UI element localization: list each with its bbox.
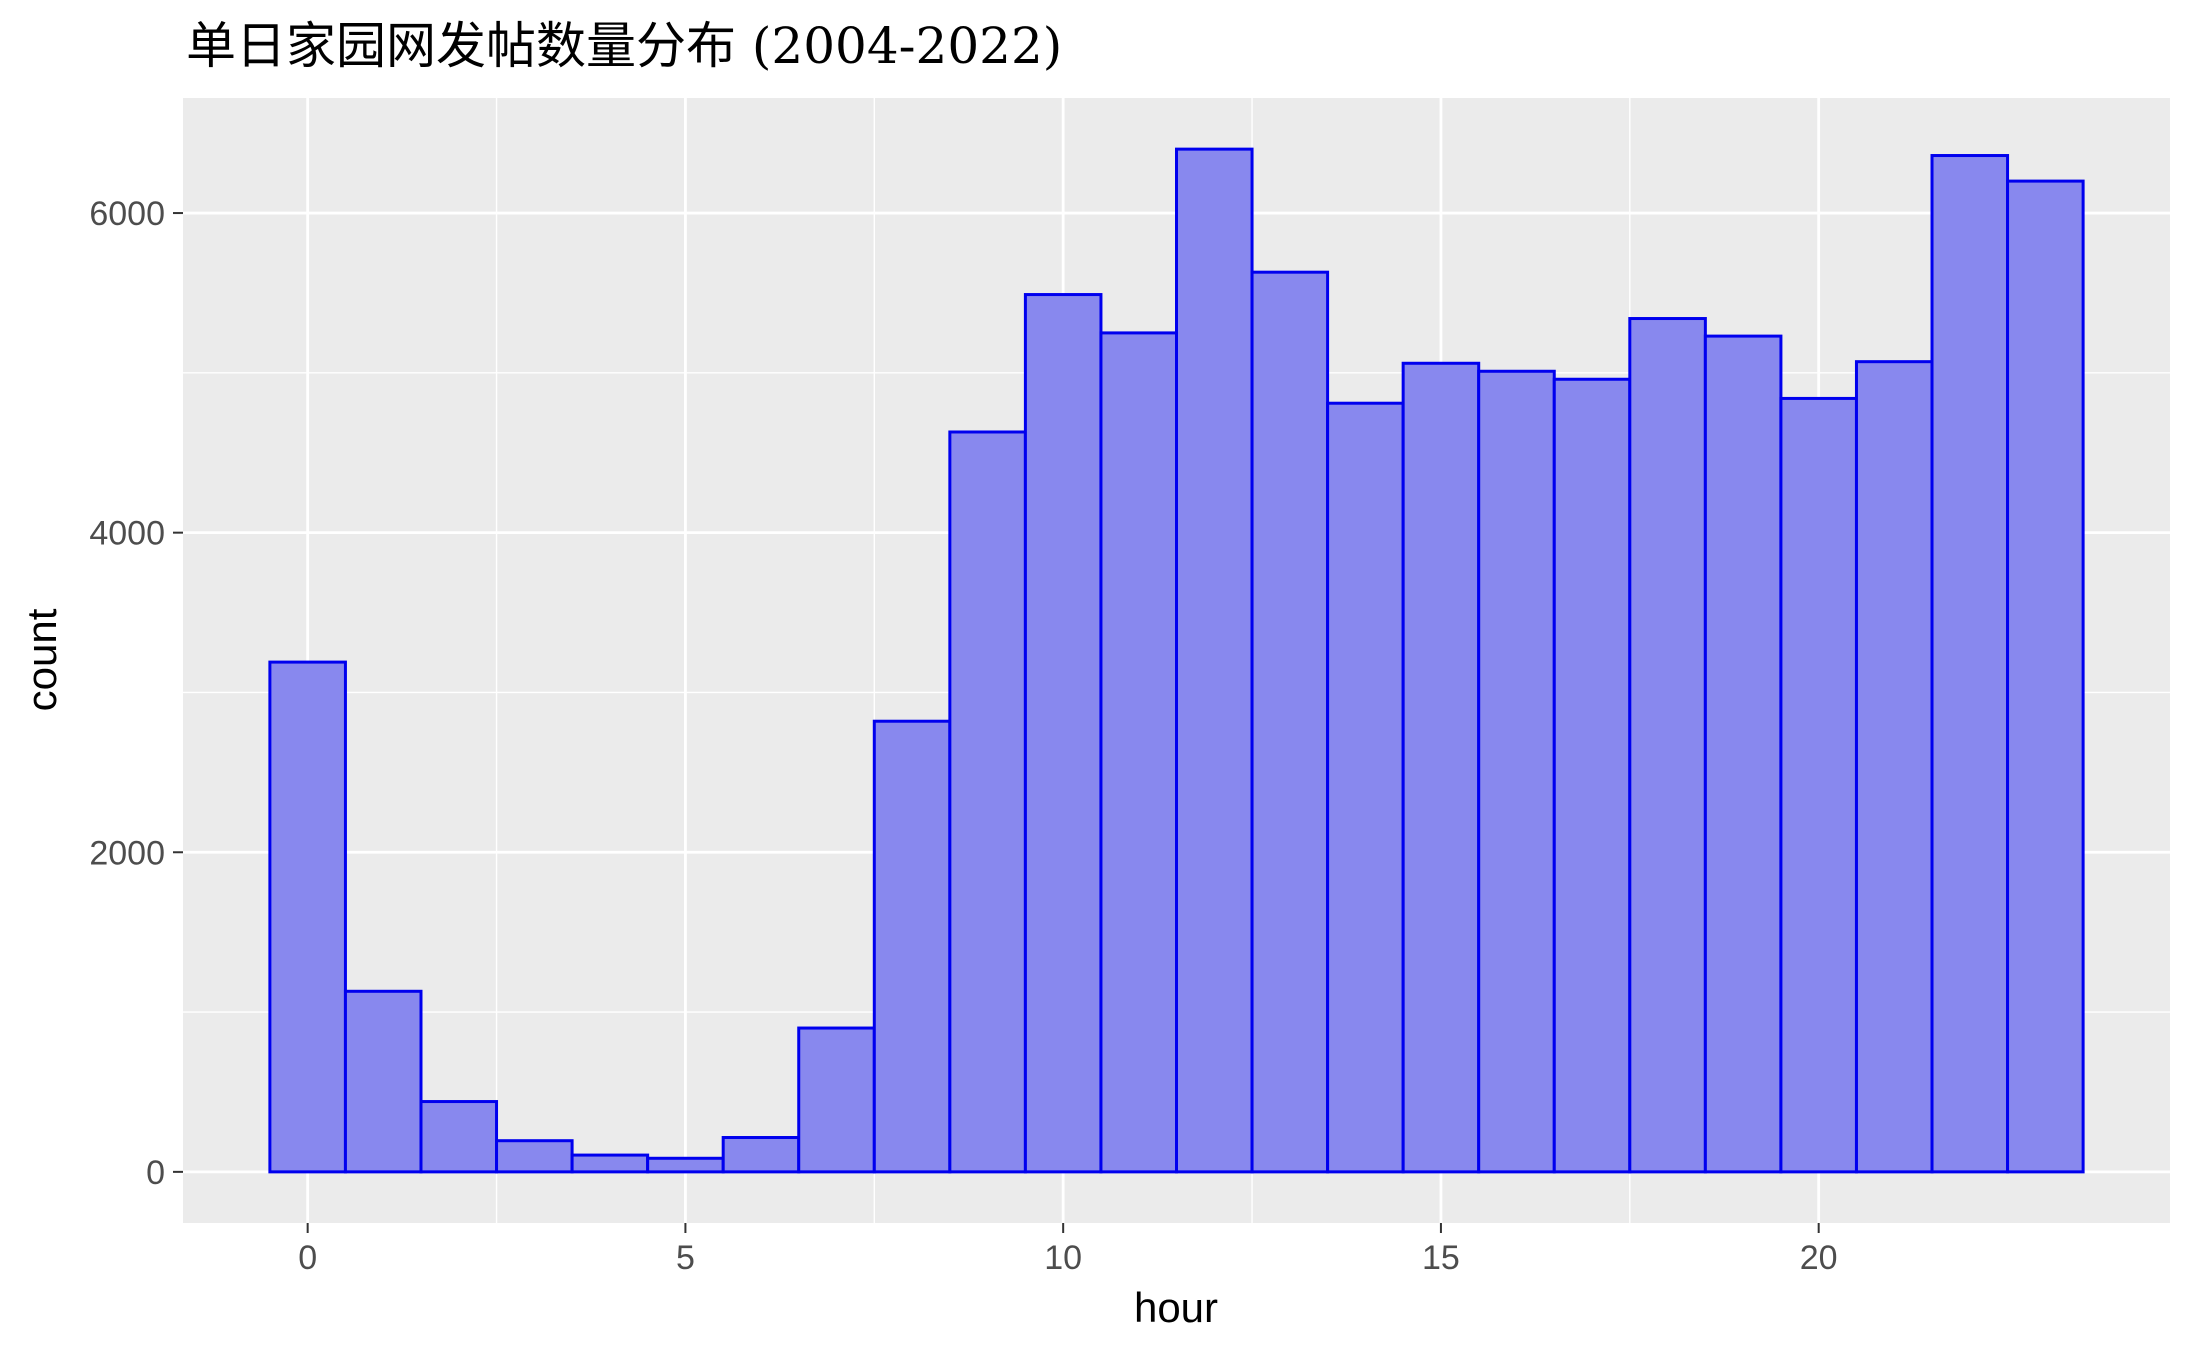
histogram-bar [268,660,347,1174]
x-tick-label: 10 [1044,1239,1082,1277]
histogram-bar [2006,179,2085,1174]
histogram-bar [419,1100,499,1174]
histogram-bar [948,430,1027,1174]
histogram-bar [495,1139,574,1174]
histogram-bar [797,1026,876,1174]
y-tick-label: 6000 [89,195,165,233]
y-tick-label: 4000 [89,515,165,553]
chart-title: 单日家园网发帖数量分布 (2004-2022) [186,17,1062,75]
y-tick-label: 0 [146,1154,165,1192]
y-axis: 0 2000 4000 6000 [89,195,183,1192]
histogram-bar [1552,377,1632,1174]
histogram-bar [1703,334,1783,1174]
histogram-bar [343,989,423,1174]
histogram-bar [721,1136,801,1174]
x-tick-label: 15 [1422,1239,1460,1277]
histogram-bar [1779,396,1858,1174]
histogram-bar [570,1153,650,1174]
x-axis: 0 5 10 15 20 [298,1223,1838,1277]
x-tick-label: 20 [1800,1239,1838,1277]
histogram-bar [1175,147,1254,1174]
histogram-bar [872,719,952,1174]
histogram-bars [268,147,2085,1174]
y-tick-label: 2000 [89,834,165,872]
histogram-bar [1099,331,1178,1174]
histogram-bar [1628,317,1707,1174]
x-axis-title: hour [1134,1284,1218,1331]
x-tick-label: 0 [298,1239,317,1277]
histogram-bar [1250,270,1330,1174]
x-tick-label: 5 [676,1239,695,1277]
histogram-bar [1326,401,1405,1174]
histogram-bar [1854,360,1934,1174]
histogram-bar [1930,154,2010,1174]
y-axis-title: count [18,608,65,711]
histogram-bar [1023,293,1103,1174]
histogram-bar [1477,369,1556,1174]
histogram-bar [646,1156,725,1174]
histogram-bar [1401,361,1481,1174]
